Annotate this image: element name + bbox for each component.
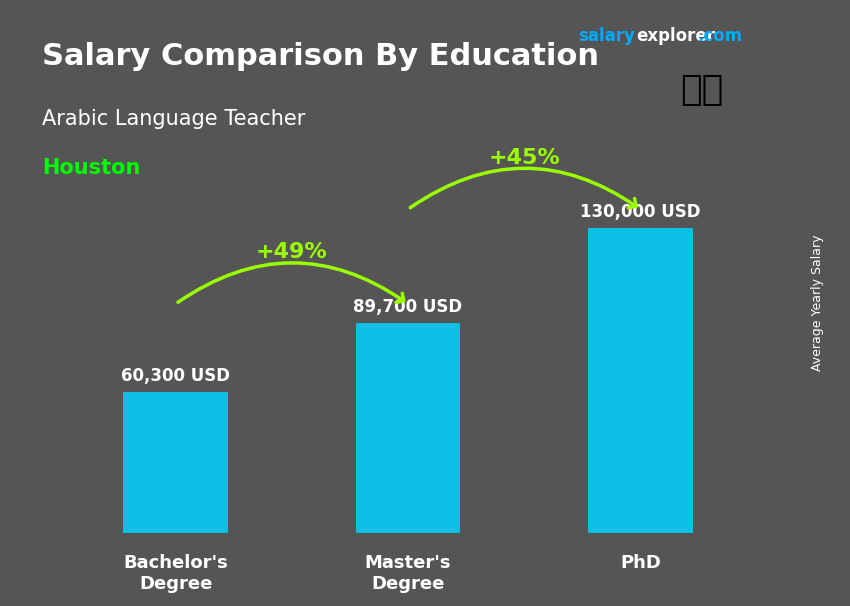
Text: Average Yearly Salary: Average Yearly Salary: [812, 235, 824, 371]
Text: +45%: +45%: [488, 147, 560, 168]
Text: 130,000 USD: 130,000 USD: [580, 203, 700, 221]
Bar: [123, 391, 228, 533]
Text: .com: .com: [697, 27, 742, 45]
Text: explorer: explorer: [636, 27, 715, 45]
Text: Houston: Houston: [42, 158, 141, 178]
Text: Arabic Language Teacher: Arabic Language Teacher: [42, 109, 306, 129]
Text: 89,700 USD: 89,700 USD: [354, 298, 462, 316]
Text: 🇺🇸: 🇺🇸: [680, 73, 723, 107]
Text: Salary Comparison By Education: Salary Comparison By Education: [42, 42, 599, 72]
Text: +49%: +49%: [256, 242, 328, 262]
Bar: [355, 322, 460, 533]
Bar: [588, 228, 693, 533]
Text: salary: salary: [578, 27, 635, 45]
Text: 60,300 USD: 60,300 USD: [122, 367, 230, 385]
